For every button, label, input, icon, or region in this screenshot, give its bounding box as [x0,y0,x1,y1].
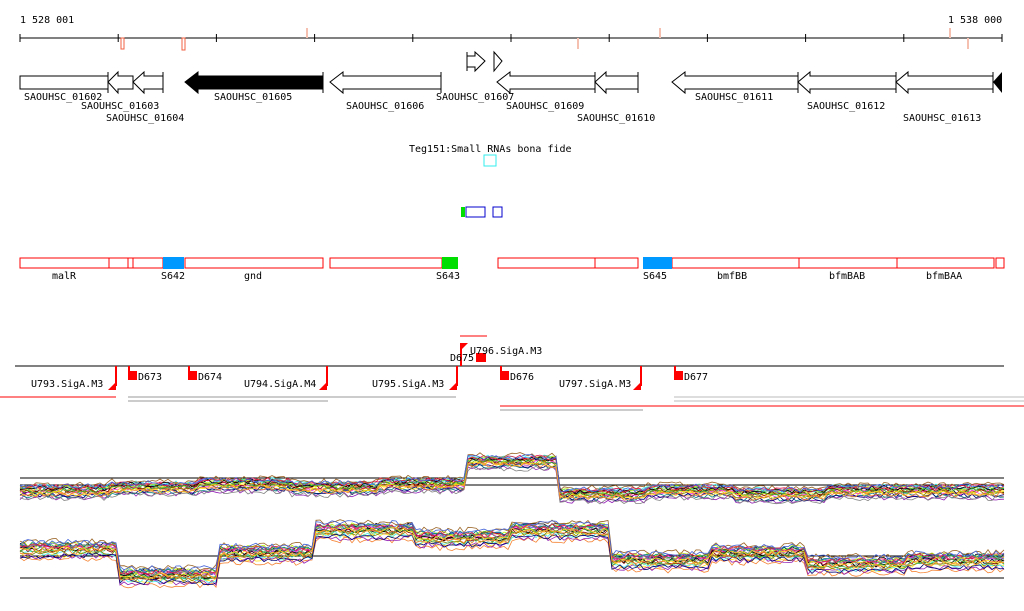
promoter-track: U793.SigA.M3 D673 D674 U794.SigA.M4 U795… [0,335,1024,411]
gene-SAOUHSC_01610[interactable] [594,70,639,95]
gene-SAOUHSC_01607-part[interactable] [493,50,503,73]
gene-label: SAOUHSC_01609 [506,101,584,112]
expression-line [19,462,1005,501]
expression-line [19,458,1005,497]
expression-line [19,536,1005,589]
segment-label: malR [52,271,77,282]
gene-SAOUHSC_01611[interactable] [671,70,799,95]
expression-line [19,522,1005,575]
segment-label: S642 [161,271,185,282]
gene-SAOUHSC_01603[interactable] [107,70,134,95]
gene-SAOUHSC_01612[interactable] [797,70,897,95]
gene-SAOUHSC_01606[interactable] [329,70,442,95]
expression-line [19,529,1005,581]
gene-label: SAOUHSC_01612 [807,101,885,112]
gene-label: SAOUHSC_01610 [577,113,655,124]
gene-SAOUHSC_01604[interactable] [132,70,164,95]
promoter-label: D673 [138,372,162,383]
segment-label: bfmBAA [926,271,962,282]
segment-label: bfmBAB [829,271,865,282]
expression-line [19,454,1005,493]
expression-line [19,528,1005,580]
feature-box[interactable] [465,206,486,218]
segment-label: S643 [436,271,460,282]
expression-line [19,531,1005,584]
promoter-label: U794.SigA.M4 [244,379,316,390]
gene-SAOUHSC_01602[interactable] [19,75,109,90]
expression-line [19,465,1005,505]
gene-SAOUHSC_01607[interactable] [466,50,486,73]
expression-line [19,519,1005,571]
gene-SAOUHSC_01609[interactable] [496,70,596,95]
segment-S642[interactable] [163,257,184,269]
segment-track: malR S642 gnd S643 S645 bmfBB bfmBAB bfm… [19,257,1005,282]
promoter-label: U796.SigA.M3 [470,346,542,357]
gene-label: SAOUHSC_01603 [81,101,159,112]
ruler-end-label: 1 538 000 [948,15,1002,26]
gene-label: SAOUHSC_01605 [214,92,292,103]
feature-box[interactable] [492,206,503,218]
gene-label: SAOUHSC_01604 [106,113,184,124]
gene-partial[interactable] [993,72,1002,93]
segment-S643[interactable] [442,257,458,269]
segment-label: bmfBB [717,271,747,282]
gene-label: SAOUHSC_01606 [346,101,424,112]
expression-line [19,533,1005,586]
segment-S645[interactable] [643,257,672,269]
expression-plot [19,452,1005,589]
feature-mark [181,37,186,51]
expression-line [19,520,1005,572]
promoter-label: U797.SigA.M3 [559,379,631,390]
gene-label: SAOUHSC_01607 [436,92,514,103]
gene-label: SAOUHSC_01611 [695,92,773,103]
small-rna-feature[interactable] [483,154,497,167]
gene-SAOUHSC_01605[interactable] [184,70,324,95]
gene-label: SAOUHSC_01602 [24,92,102,103]
promoter-label: D674 [198,372,222,383]
segment-label: gnd [244,271,262,282]
ruler-start-label: 1 528 001 [20,15,74,26]
expression-line [19,461,1005,500]
feature-mark [120,37,125,50]
expression-line [19,527,1005,579]
segment-label: S645 [643,271,667,282]
promoter-label: U795.SigA.M3 [372,379,444,390]
gene-track: SAOUHSC_01602 SAOUHSC_01603 SAOUHSC_0160… [19,50,1002,124]
feature-green[interactable] [461,207,465,217]
small-rna-track: Teg151:Small RNAs bona fide [409,144,572,218]
small-rna-label: Teg151:Small RNAs bona fide [409,144,572,155]
expression-line [19,529,1005,582]
coordinate-ruler: 1 528 001 1 538 000 [19,15,1003,51]
gene-label: SAOUHSC_01613 [903,113,981,124]
promoter-label: D677 [684,372,708,383]
promoter-label: U793.SigA.M3 [31,379,103,390]
gene-SAOUHSC_01613[interactable] [895,70,994,95]
promoter-label: D676 [510,372,534,383]
promoter-label: D675 [450,353,474,364]
